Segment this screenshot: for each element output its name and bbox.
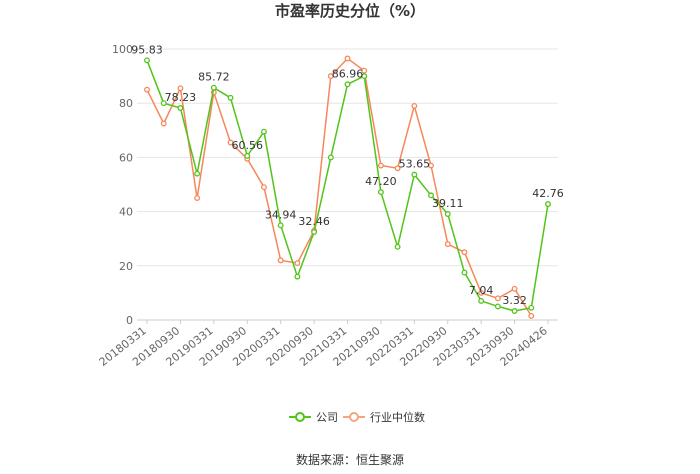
data-label: 42.76 — [532, 187, 564, 200]
data-point[interactable] — [160, 120, 167, 127]
data-label: 53.65 — [399, 158, 431, 171]
data-point[interactable] — [478, 289, 485, 296]
data-point[interactable] — [377, 189, 384, 196]
data-point[interactable] — [361, 67, 368, 74]
legend-item-industry-median[interactable]: 行业中位数 — [343, 410, 425, 424]
data-label: 85.72 — [198, 71, 230, 84]
x-axis-ticks: 2018033120180930201903312019093020200331… — [97, 320, 550, 369]
data-label: 32.46 — [298, 215, 330, 228]
data-point[interactable] — [494, 303, 501, 310]
data-point[interactable] — [261, 128, 267, 135]
data-point[interactable] — [277, 257, 284, 264]
data-label: 60.56 — [232, 139, 264, 152]
data-point[interactable] — [511, 285, 518, 292]
data-point[interactable] — [361, 73, 368, 80]
data-label: 95.83 — [131, 43, 163, 56]
data-point[interactable] — [394, 165, 401, 172]
data-point[interactable] — [311, 229, 318, 235]
data-point[interactable] — [411, 102, 418, 109]
data-point[interactable] — [261, 184, 267, 191]
data-point[interactable] — [344, 81, 351, 88]
data-point[interactable] — [327, 73, 334, 80]
data-source: 数据来源：恒生聚源 — [296, 452, 404, 467]
data-point[interactable] — [344, 55, 351, 62]
data-point[interactable] — [511, 308, 518, 314]
y-tick-label: 0 — [126, 314, 133, 327]
data-point[interactable] — [144, 86, 150, 93]
data-point[interactable] — [428, 162, 434, 169]
data-point[interactable] — [444, 211, 451, 217]
data-point[interactable] — [194, 170, 201, 177]
data-point[interactable] — [160, 100, 167, 107]
data-point[interactable] — [294, 260, 301, 267]
data-label: 3.32 — [502, 294, 527, 307]
data-point[interactable] — [144, 57, 150, 64]
series-layer — [144, 55, 551, 319]
data-point[interactable] — [478, 297, 485, 304]
data-label: 7.04 — [469, 284, 494, 297]
legend-label-company: 公司 — [316, 411, 338, 424]
y-tick-label: 100 — [112, 43, 133, 56]
y-tick-label: 80 — [119, 97, 133, 110]
data-point[interactable] — [494, 295, 501, 302]
data-point[interactable] — [545, 201, 551, 208]
data-point[interactable] — [244, 152, 251, 159]
data-point[interactable] — [277, 222, 284, 229]
chart-title: 市盈率历史分位（%） — [275, 2, 425, 20]
series-line-0 — [146, 60, 549, 312]
data-point[interactable] — [461, 269, 468, 276]
data-point[interactable] — [411, 171, 418, 178]
legend-item-company[interactable]: 公司 — [289, 411, 338, 424]
data-point[interactable] — [528, 304, 535, 311]
data-label: 86.96 — [332, 67, 364, 80]
data-point[interactable] — [444, 241, 451, 248]
legend[interactable]: 公司 行业中位数 — [289, 410, 425, 424]
data-point[interactable] — [377, 162, 384, 169]
data-point[interactable] — [528, 312, 535, 319]
data-point[interactable] — [210, 84, 217, 91]
data-label: 39.11 — [432, 197, 464, 210]
data-point[interactable] — [394, 243, 401, 250]
data-label: 34.94 — [265, 208, 297, 221]
data-point[interactable] — [294, 273, 301, 280]
data-label: 78.23 — [165, 91, 197, 104]
y-tick-label: 20 — [119, 260, 133, 273]
data-point[interactable] — [461, 249, 468, 256]
data-point[interactable] — [194, 195, 201, 201]
y-tick-label: 40 — [119, 206, 133, 219]
data-point[interactable] — [428, 192, 434, 199]
data-point[interactable] — [227, 139, 234, 146]
data-point[interactable] — [327, 154, 334, 161]
y-axis-ticks: 0 20 40 60 80 100 — [112, 43, 133, 327]
data-point[interactable] — [177, 105, 184, 111]
series-line-1 — [146, 57, 532, 317]
grid-lines — [137, 48, 558, 321]
data-label: 47.20 — [365, 175, 397, 188]
data-point[interactable] — [177, 85, 184, 92]
data-point[interactable] — [227, 94, 234, 101]
legend-label-industry-median: 行业中位数 — [370, 410, 425, 424]
y-tick-label: 60 — [119, 151, 133, 164]
